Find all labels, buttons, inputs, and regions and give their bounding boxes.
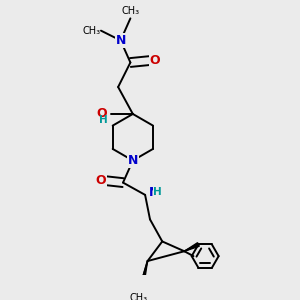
Text: N: N [116,34,126,47]
Text: O: O [150,54,160,67]
Text: O: O [96,174,106,187]
Text: H: H [153,188,162,197]
Text: H: H [99,115,108,125]
Text: O: O [97,107,107,121]
Text: CH₃: CH₃ [130,293,148,300]
Polygon shape [184,243,199,251]
Text: N: N [128,154,138,167]
Text: CH₃: CH₃ [121,6,140,16]
Polygon shape [140,261,148,288]
Text: N: N [149,186,159,199]
Text: CH₃: CH₃ [83,26,101,36]
